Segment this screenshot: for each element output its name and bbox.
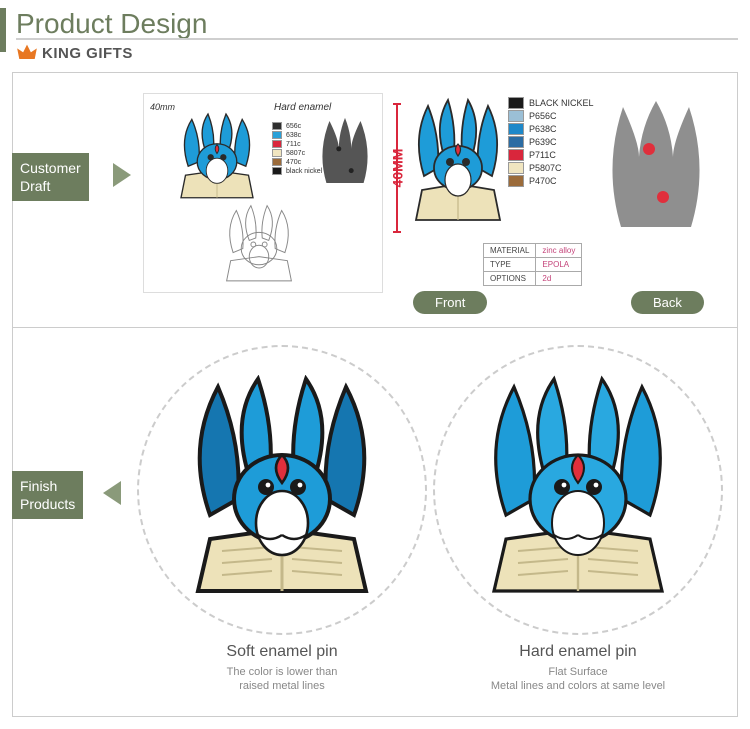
spec-table: MATERIALzinc alloy TYPEEPOLA OPTIONS2d bbox=[483, 243, 582, 286]
header-accent-bar bbox=[0, 8, 6, 52]
label-line: Customer bbox=[20, 160, 81, 176]
swatch-label: BLACK NICKEL bbox=[529, 98, 594, 108]
swatch-box bbox=[272, 122, 282, 130]
size-indicator: 40MM bbox=[391, 93, 403, 243]
hard-sub: Flat Surface Metal lines and colors at s… bbox=[433, 665, 723, 694]
label-finish-products: Finish Products bbox=[12, 471, 83, 519]
arrow-right-icon bbox=[113, 163, 131, 187]
swatch-label: 656c bbox=[286, 123, 301, 130]
size-value: 40MM bbox=[389, 149, 405, 188]
swatch-label: P639C bbox=[529, 137, 557, 147]
section-divider bbox=[13, 327, 737, 328]
label-line: Products bbox=[20, 496, 75, 512]
swatch-row: P638C bbox=[508, 123, 594, 135]
spec-val: 2d bbox=[536, 272, 582, 286]
back-badge: Back bbox=[631, 291, 704, 314]
swatch-label: 470c bbox=[286, 159, 301, 166]
table-row: TYPEEPOLA bbox=[484, 258, 582, 272]
soft-enamel-circle bbox=[137, 345, 427, 635]
hard-enamel-circle bbox=[433, 345, 723, 635]
hard-enamel-labels: Hard enamel pin Flat Surface Metal lines… bbox=[433, 643, 723, 694]
sub-line: Flat Surface bbox=[548, 666, 607, 678]
swatch-label: P5807C bbox=[529, 163, 562, 173]
soft-title: Soft enamel pin bbox=[137, 643, 427, 661]
swatch-box bbox=[272, 158, 282, 166]
swatch-box bbox=[272, 140, 282, 148]
swatch-box bbox=[508, 110, 524, 122]
swatch-row: P470C bbox=[508, 175, 594, 187]
swatch-box bbox=[508, 175, 524, 187]
swatch-label: P711C bbox=[529, 150, 556, 160]
swatch-label: P470C bbox=[529, 176, 557, 186]
draft-creature-color bbox=[172, 112, 262, 207]
spec-key: OPTIONS bbox=[484, 272, 536, 286]
swatch-label: P638C bbox=[529, 124, 557, 134]
spec-val: zinc alloy bbox=[536, 244, 582, 258]
swatch-box bbox=[272, 149, 282, 157]
spec-key: TYPE bbox=[484, 258, 536, 272]
main-frame: Customer Draft 40mm Hard enamel bbox=[12, 72, 738, 717]
swatch-row: P5807C bbox=[508, 162, 594, 174]
draft-size-text: 40mm bbox=[150, 102, 175, 112]
logo-text: KING GIFTS bbox=[42, 45, 133, 62]
sub-line: Metal lines and colors at same level bbox=[491, 680, 665, 692]
swatch-box bbox=[508, 97, 524, 109]
draft-lineart bbox=[214, 204, 304, 289]
table-row: MATERIALzinc alloy bbox=[484, 244, 582, 258]
swatch-label: P656C bbox=[529, 111, 557, 121]
hard-enamel-pin bbox=[478, 375, 678, 605]
back-silhouette bbox=[601, 97, 711, 237]
customer-draft-box: 40mm Hard enamel 656c 638c 711c bbox=[143, 93, 383, 293]
spec-key: MATERIAL bbox=[484, 244, 536, 258]
soft-sub: The color is lower than raised metal lin… bbox=[137, 665, 427, 694]
label-line: Draft bbox=[20, 178, 50, 194]
swatch-box bbox=[508, 162, 524, 174]
hard-title: Hard enamel pin bbox=[433, 643, 723, 661]
sub-line: The color is lower than bbox=[227, 666, 338, 678]
swatch-row: P639C bbox=[508, 136, 594, 148]
page-title: Product Design bbox=[16, 8, 207, 42]
header-content: Product Design KING GIFTS bbox=[16, 8, 207, 64]
header-divider bbox=[16, 38, 738, 40]
arrow-left-icon bbox=[103, 481, 121, 505]
logo: KING GIFTS bbox=[16, 42, 207, 64]
draft-silhouette bbox=[314, 112, 376, 192]
swatch-box bbox=[508, 123, 524, 135]
spec-val: EPOLA bbox=[536, 258, 582, 272]
swatch-box bbox=[508, 136, 524, 148]
swatch-row: P711C bbox=[508, 149, 594, 161]
label-line: Finish bbox=[20, 478, 57, 494]
swatch-box bbox=[508, 149, 524, 161]
swatch-label: 638c bbox=[286, 132, 301, 139]
swatch-box bbox=[272, 131, 282, 139]
table-row: OPTIONS2d bbox=[484, 272, 582, 286]
header: Product Design KING GIFTS bbox=[0, 0, 750, 64]
front-creature bbox=[408, 93, 508, 233]
soft-enamel-labels: Soft enamel pin The color is lower than … bbox=[137, 643, 427, 694]
crown-icon bbox=[16, 42, 38, 64]
swatch-label: 5807c bbox=[286, 150, 305, 157]
soft-enamel-pin bbox=[182, 375, 382, 605]
swatch-label: 711c bbox=[286, 141, 301, 148]
swatch-box bbox=[272, 167, 282, 175]
swatch-row: BLACK NICKEL bbox=[508, 97, 594, 109]
sub-line: raised metal lines bbox=[239, 680, 325, 692]
label-customer-draft: Customer Draft bbox=[12, 153, 89, 201]
front-swatch-list: BLACK NICKEL P656C P638C P639C P711C P58… bbox=[508, 97, 594, 187]
swatch-row: P656C bbox=[508, 110, 594, 122]
front-badge: Front bbox=[413, 291, 487, 314]
